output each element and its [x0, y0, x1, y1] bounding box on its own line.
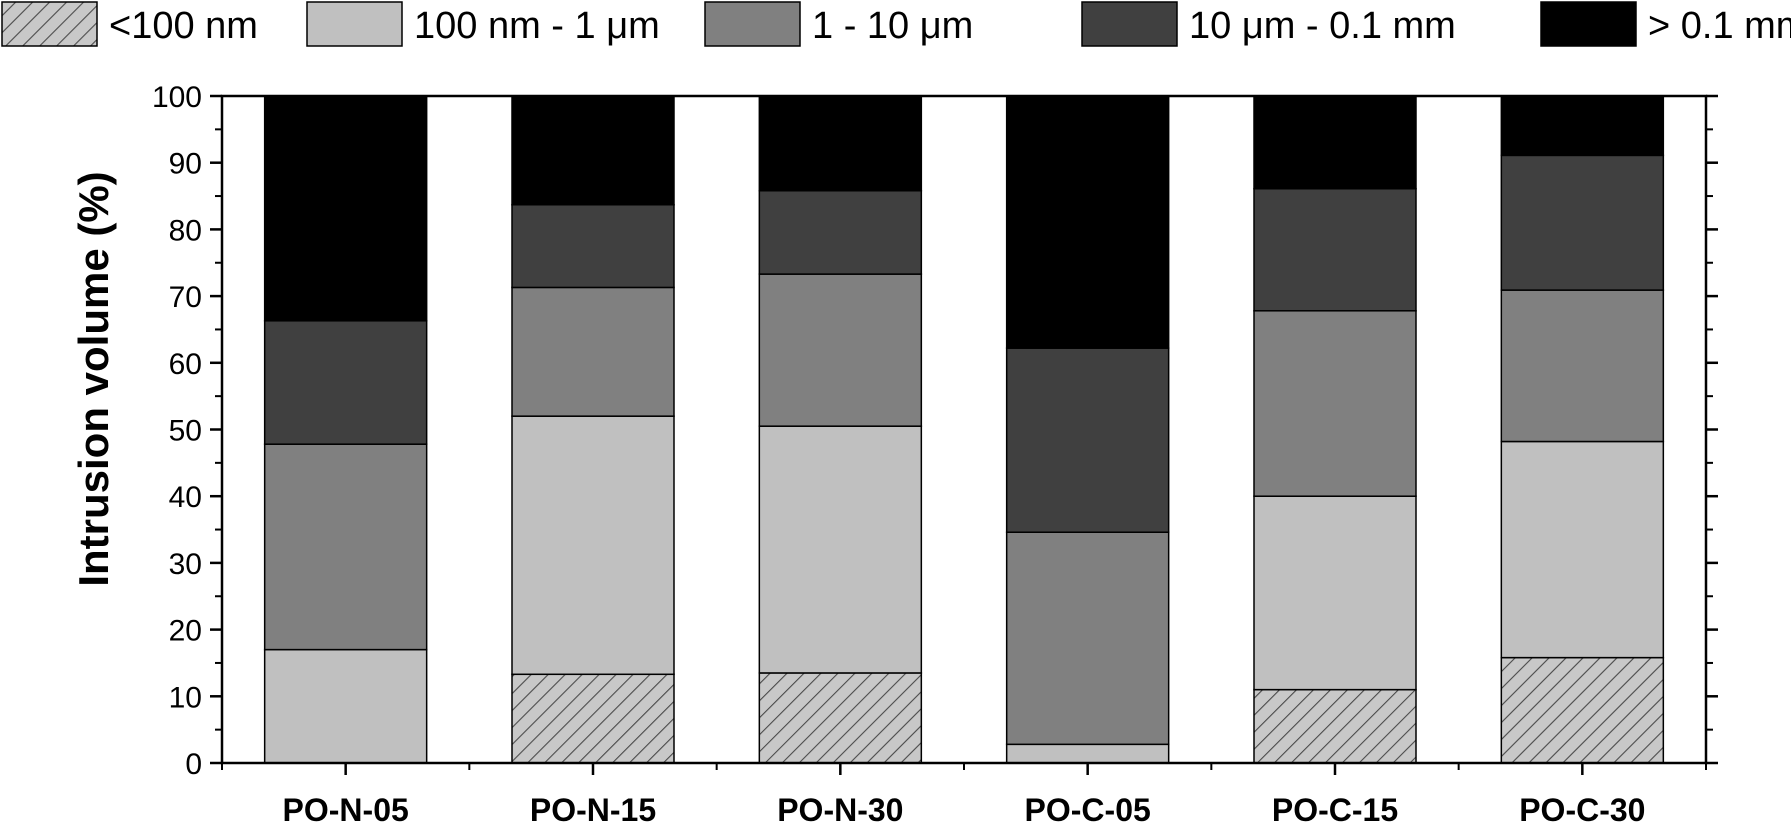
bar-segment-po-n-30-100-nm-1-m [758, 425, 923, 674]
legend-label-10-m-0-1-mm: 10 μm - 0.1 mm [1189, 5, 1456, 47]
y-tick-label-80: 80 [169, 214, 202, 247]
bar-segment-po-n-05-10-m-0-1-mm [263, 320, 428, 445]
y-tick-label-100: 100 [152, 81, 202, 114]
axes: 0 10 20 30 40 50 60 70 80 90 100 PO-N-05 PO-N-15 PO-N… [152, 81, 1718, 828]
bar-segment-po-n-15-10-m-0-1-mm [511, 203, 675, 289]
bar-segment-po-n-15-100-nm [511, 673, 675, 764]
bar-segment-po-n-15-100-nm-1-m [511, 415, 675, 676]
legend-label-0-1-mm: > 0.1 mm [1648, 5, 1791, 47]
y-tick-label-0: 0 [185, 748, 202, 781]
legend-swatch-10-m-0-1-mm [1081, 1, 1178, 47]
y-tick-label-10: 10 [169, 681, 202, 714]
y-axis-title: Intrusion volume (%) [70, 171, 117, 586]
bar-segment-po-c-15-100-nm-1-m [1253, 495, 1417, 691]
bar-segment-po-n-30-0-1-mm [758, 95, 923, 192]
y-tick-label-20: 20 [169, 615, 202, 648]
bar-segment-po-c-15-10-m-0-1-mm [1253, 187, 1417, 312]
bar-segment-po-c-05-10-m-0-1-mm [1005, 347, 1170, 533]
bar-segment-po-c-05-0-1-mm [1005, 95, 1170, 349]
legend: <100 nm 100 nm - 1 μm 1 - 10 μm 10 μm - 0.1… [1, 1, 1791, 47]
bar-segment-po-c-15-1-10-m [1253, 310, 1417, 497]
y-tick-label-70: 70 [169, 281, 202, 314]
legend-label-100-nm-1-m: 100 nm - 1 μm [414, 5, 660, 47]
bar-segment-po-c-30-10-m-0-1-mm [1500, 154, 1665, 291]
bar-segment-po-n-30-1-10-m [758, 273, 923, 427]
y-tick-label-30: 30 [169, 548, 202, 581]
x-tick-label-po-n-15: PO-N-15 [530, 792, 656, 828]
bar-segment-po-c-05-1-10-m [1005, 531, 1170, 746]
bar-segment-po-c-30-100-nm [1500, 656, 1665, 764]
legend-label-100-nm: <100 nm [109, 5, 258, 47]
bar-segment-po-c-30-1-10-m [1500, 289, 1665, 443]
bar-segment-po-n-30-10-m-0-1-mm [758, 189, 923, 275]
bar-segment-po-n-15-1-10-m [511, 286, 675, 417]
legend-label-1-10-m: 1 - 10 μm [812, 5, 973, 47]
bar-segment-po-c-15-0-1-mm [1253, 95, 1417, 190]
bar-segment-po-c-30-100-nm-1-m [1500, 440, 1665, 659]
bar-segment-po-n-05-1-10-m [263, 443, 428, 651]
legend-swatch-1-10-m [704, 1, 801, 47]
x-tick-label-po-n-30: PO-N-30 [777, 792, 903, 828]
bar-segment-po-n-15-0-1-mm [511, 95, 675, 206]
bar-segment-po-n-30-100-nm [758, 672, 923, 764]
legend-swatch-0-1-mm [1540, 1, 1637, 47]
x-tick-label-po-n-05: PO-N-05 [283, 792, 409, 828]
bar-segment-po-n-05-100-nm-1-m [263, 648, 428, 764]
bar-segment-po-c-15-100-nm [1253, 688, 1417, 764]
y-tick-label-60: 60 [169, 348, 202, 381]
x-tick-label-po-c-15: PO-C-15 [1272, 792, 1398, 828]
x-tick-label-po-c-05: PO-C-05 [1025, 792, 1151, 828]
plot-frame [220, 94, 1708, 765]
bar-segment-po-c-30-0-1-mm [1500, 95, 1665, 157]
y-tick-label-40: 40 [169, 481, 202, 514]
legend-swatch-100-nm-1-m [306, 1, 403, 47]
legend-swatch-100-nm [1, 1, 98, 47]
x-tick-label-po-c-30: PO-C-30 [1519, 792, 1645, 828]
bar-segment-po-n-05-0-1-mm [263, 95, 428, 322]
bar-segment-po-c-05-100-nm-1-m [1005, 743, 1170, 764]
y-tick-label-50: 50 [169, 415, 202, 448]
y-tick-label-90: 90 [169, 148, 202, 181]
bars [263, 95, 1665, 764]
